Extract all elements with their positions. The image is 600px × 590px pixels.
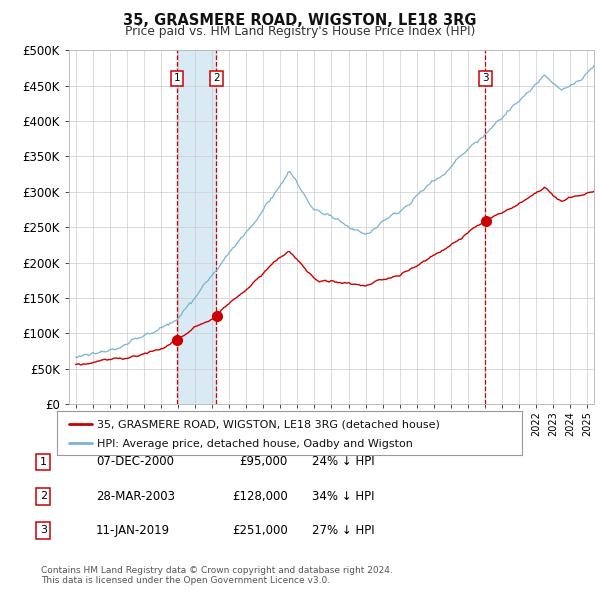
Text: 35, GRASMERE ROAD, WIGSTON, LE18 3RG (detached house): 35, GRASMERE ROAD, WIGSTON, LE18 3RG (de… xyxy=(97,419,439,430)
Text: 3: 3 xyxy=(482,74,489,83)
Text: HPI: Average price, detached house, Oadby and Wigston: HPI: Average price, detached house, Oadb… xyxy=(97,439,412,449)
Text: 1: 1 xyxy=(40,457,47,467)
Text: Contains HM Land Registry data © Crown copyright and database right 2024.
This d: Contains HM Land Registry data © Crown c… xyxy=(41,566,392,585)
Text: 27% ↓ HPI: 27% ↓ HPI xyxy=(312,524,374,537)
Bar xyxy=(177,50,216,404)
Text: 1: 1 xyxy=(173,74,180,83)
Text: 2: 2 xyxy=(213,74,220,83)
Text: Price paid vs. HM Land Registry's House Price Index (HPI): Price paid vs. HM Land Registry's House … xyxy=(125,25,475,38)
Text: 35, GRASMERE ROAD, WIGSTON, LE18 3RG: 35, GRASMERE ROAD, WIGSTON, LE18 3RG xyxy=(123,13,477,28)
Text: £95,000: £95,000 xyxy=(240,455,288,468)
Text: 07-DEC-2000: 07-DEC-2000 xyxy=(96,455,174,468)
Text: 28-MAR-2003: 28-MAR-2003 xyxy=(96,490,175,503)
Text: 24% ↓ HPI: 24% ↓ HPI xyxy=(312,455,374,468)
Text: 3: 3 xyxy=(40,526,47,535)
Text: £251,000: £251,000 xyxy=(232,524,288,537)
Text: 34% ↓ HPI: 34% ↓ HPI xyxy=(312,490,374,503)
Text: 11-JAN-2019: 11-JAN-2019 xyxy=(96,524,170,537)
Text: £128,000: £128,000 xyxy=(232,490,288,503)
Text: 2: 2 xyxy=(40,491,47,501)
